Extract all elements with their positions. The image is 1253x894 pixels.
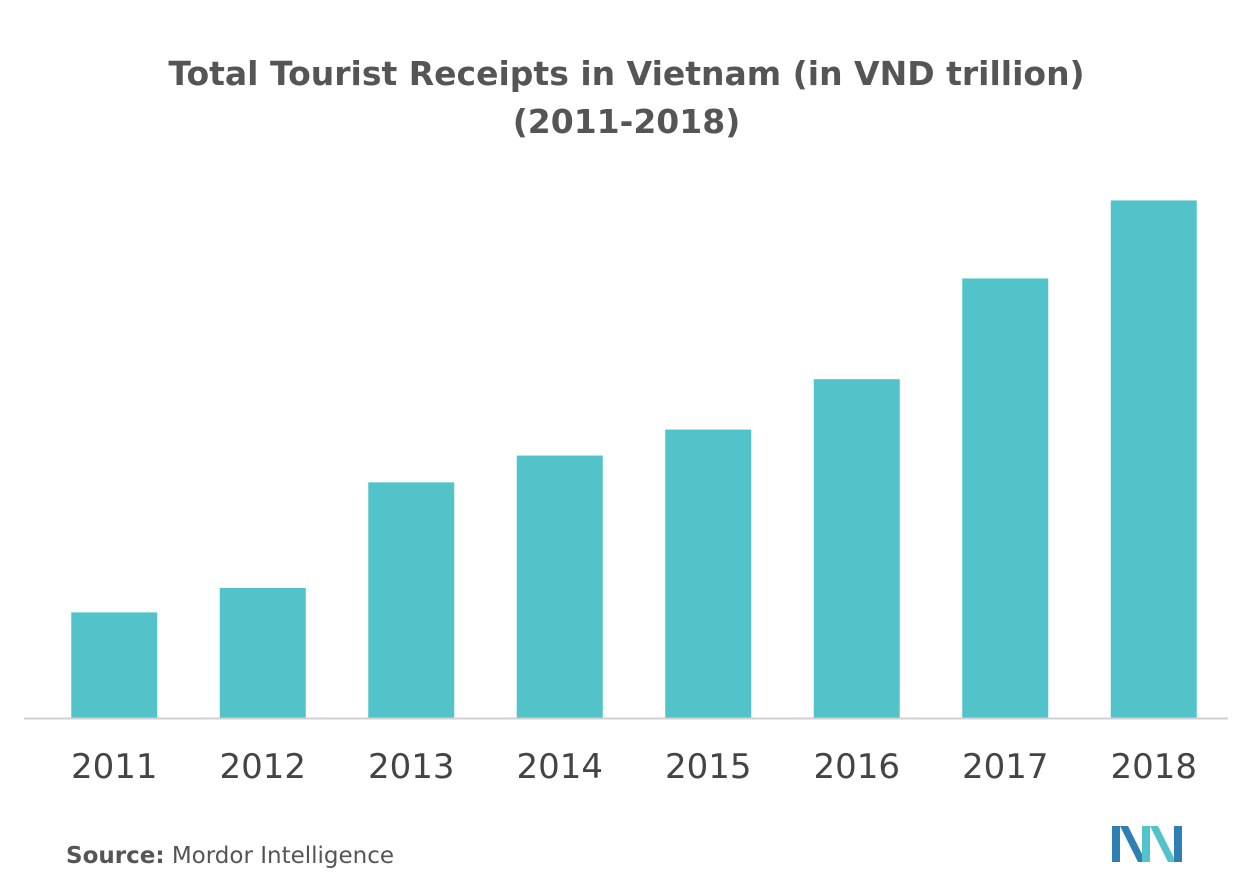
mordor-intelligence-logo-icon <box>1112 826 1182 862</box>
x-tick-label-2014: 2014 <box>516 747 603 787</box>
x-tick-label-2018: 2018 <box>1110 747 1197 787</box>
bar-2018 <box>1110 200 1197 718</box>
x-tick-labels: 2011 2012 2013 2014 2015 2016 2017 2018 <box>71 747 1197 787</box>
bars-group <box>71 200 1197 718</box>
source-label: Source: <box>66 843 165 869</box>
logo-left-slant <box>1120 826 1146 862</box>
chart-subtitle: (2011-2018) <box>512 102 741 141</box>
x-tick-label-2015: 2015 <box>665 747 752 787</box>
bar-2013 <box>368 482 455 718</box>
bar-2012 <box>219 588 306 718</box>
bar-2014 <box>516 455 603 718</box>
bar-2011 <box>71 612 158 718</box>
x-tick-label-2016: 2016 <box>813 747 900 787</box>
chart-title: Total Tourist Receipts in Vietnam (in VN… <box>168 54 1085 93</box>
logo-right-slant <box>1150 826 1176 862</box>
source-text: Mordor Intelligence <box>171 843 395 869</box>
logo-right-bar <box>1174 826 1182 862</box>
bar-2015 <box>665 429 752 718</box>
x-tick-label-2013: 2013 <box>368 747 455 787</box>
x-tick-label-2017: 2017 <box>962 747 1049 787</box>
logo-left-bar <box>1112 826 1120 862</box>
bar-2016 <box>813 379 900 718</box>
x-tick-label-2012: 2012 <box>219 747 306 787</box>
x-tick-label-2011: 2011 <box>71 747 158 787</box>
logo-middle-bar <box>1142 826 1150 862</box>
source-note: Source: Mordor Intelligence <box>66 843 394 869</box>
bar-2017 <box>962 278 1049 718</box>
